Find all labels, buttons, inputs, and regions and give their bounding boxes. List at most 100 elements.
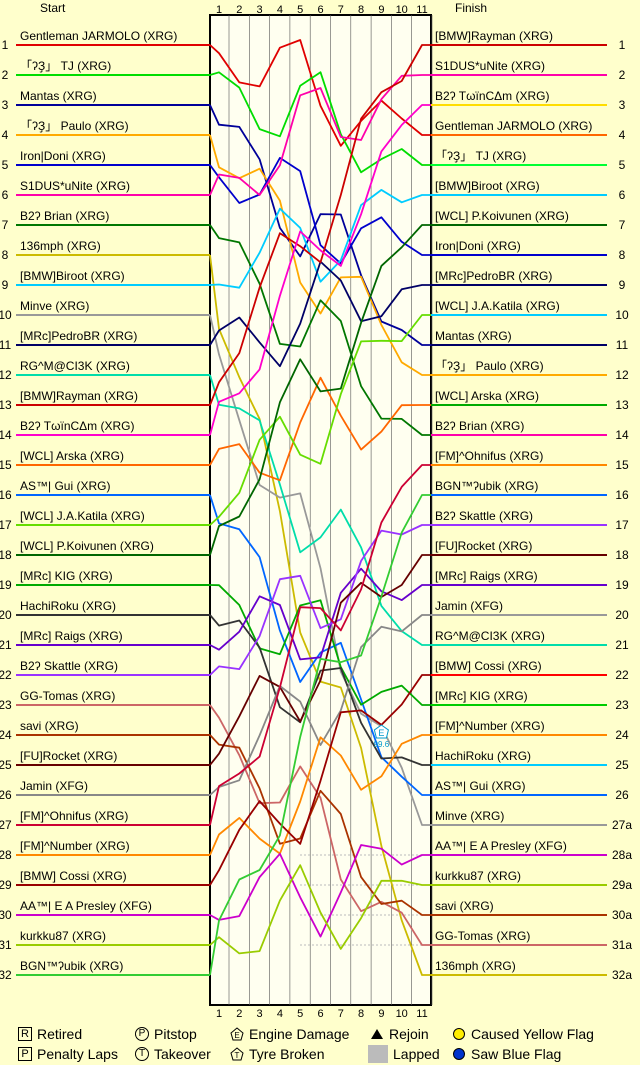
start-position-number: 30 [0, 908, 12, 922]
finish-position-number: 4 [619, 128, 626, 142]
start-position-number: 13 [0, 398, 12, 412]
lap-tick-bottom: 7 [338, 1008, 344, 1020]
finish-header: Finish [455, 1, 488, 15]
lap-tick-top: 4 [277, 4, 283, 16]
lap-tick-bottom: 3 [257, 1008, 263, 1020]
legend-penalty-label: Penalty Laps [37, 1046, 118, 1062]
legend-rejoin-label: Rejoin [389, 1026, 429, 1042]
start-driver-label: 136mph (XRG) [20, 239, 101, 253]
start-position-number: 23 [0, 698, 12, 712]
start-header: Start [40, 1, 66, 15]
legend-penalty: P Penalty Laps [18, 1046, 118, 1062]
finish-driver-label: AS™| Gui (XRG) [435, 779, 525, 793]
legend-blue-label: Saw Blue Flag [471, 1046, 562, 1062]
finish-position-number: 8 [619, 248, 626, 262]
finish-driver-label: AA™| E A Presley (XFG) [435, 839, 567, 853]
start-driver-label: B2ʔ TωїnCΔm (XRG) [20, 419, 135, 433]
finish-position-number: 25 [615, 758, 629, 772]
driver-trace [209, 189, 431, 289]
start-driver-label: [BMW]Biroot (XRG) [20, 269, 125, 283]
driver-trace [209, 44, 431, 406]
driver-trace [209, 494, 431, 796]
finish-driver-label: [FM]^Number (XRG) [435, 719, 545, 733]
driver-trace [209, 314, 431, 526]
yellow-flag-icon [452, 1027, 466, 1041]
lap-tick-top: 6 [317, 4, 323, 16]
lap-tick-bottom: 9 [378, 1008, 384, 1020]
driver-trace [209, 864, 431, 955]
driver-trace [209, 74, 431, 196]
blue-flag-icon [452, 1047, 466, 1061]
legend-takeover-label: Takeover [154, 1046, 211, 1062]
start-position-number: 25 [0, 758, 12, 772]
lapped-icon [368, 1045, 388, 1063]
start-position-number: 15 [0, 458, 12, 472]
finish-position-number: 3 [619, 98, 626, 112]
start-position-number: 9 [2, 278, 9, 292]
svg-text:E: E [234, 1031, 239, 1040]
start-position-number: 6 [2, 188, 9, 202]
legend-blue-flag: Saw Blue Flag [452, 1046, 561, 1062]
lap-tick-bottom: 10 [396, 1008, 408, 1020]
start-position-number: 22 [0, 668, 12, 682]
engine-damage-marker [373, 724, 389, 739]
start-driver-label: [MRc]PedroBR (XRG) [20, 329, 137, 343]
finish-position-number: 29a [612, 878, 632, 892]
legend-rejoin: Rejoin [370, 1026, 429, 1042]
lap-tick-top: 10 [396, 4, 408, 16]
start-driver-label: [FM]^Number (XRG) [20, 839, 130, 853]
finish-position-number: 9 [619, 278, 626, 292]
start-driver-label: B2ʔ Brian (XRG) [20, 209, 109, 223]
start-position-number: 16 [0, 488, 12, 502]
start-driver-label: savi (XRG) [20, 719, 79, 733]
start-driver-label: [MRc] Raigs (XRG) [20, 629, 123, 643]
driver-trace [209, 104, 431, 346]
driver-trace [209, 614, 431, 796]
start-driver-label: HachiRoku (XRG) [20, 599, 116, 613]
start-driver-label: 「ʔҘ」 Paulo (XRG) [20, 119, 129, 133]
finish-driver-label: [MRc]PedroBR (XRG) [435, 269, 552, 283]
legend-lapped: Lapped [368, 1045, 440, 1063]
start-driver-label: AA™| E A Presley (XFG) [20, 899, 152, 913]
start-driver-label: [WCL] J.A.Katila (XRG) [20, 509, 145, 523]
start-driver-label: S1DUS*uNite (XRG) [20, 179, 130, 193]
start-position-number: 8 [2, 248, 9, 262]
finish-position-number: 12 [615, 368, 629, 382]
finish-position-number: 19 [615, 578, 629, 592]
start-driver-label: Gentleman JARMOLO (XRG) [20, 29, 177, 43]
finish-driver-label: 136mph (XRG) [435, 959, 516, 973]
start-driver-label: [MRc] KIG (XRG) [20, 569, 113, 583]
legend-pitstop: P Pitstop [135, 1026, 197, 1042]
finish-position-number: 2 [619, 68, 626, 82]
driver-trace [209, 674, 431, 886]
start-driver-label: [WCL] P.Koivunen (XRG) [20, 539, 154, 553]
finish-driver-label: [WCL] Arska (XRG) [435, 389, 539, 403]
driver-trace [209, 376, 431, 482]
lap-tick-bottom: 8 [358, 1008, 364, 1020]
finish-driver-label: S1DUS*uNite (XRG) [435, 59, 545, 73]
finish-driver-label: kurkku87 (XRG) [435, 869, 521, 883]
penalty-icon: P [18, 1047, 32, 1061]
plot-frame [209, 14, 432, 1006]
rejoin-icon [370, 1027, 384, 1041]
start-position-number: 17 [0, 518, 12, 532]
finish-driver-label: B2ʔ Skattle (XRG) [435, 509, 533, 523]
lap-tick-bottom: 1 [216, 1008, 222, 1020]
takeover-icon: T [135, 1047, 149, 1061]
finish-position-number: 5 [619, 158, 626, 172]
legend-takeover: T Takeover [135, 1046, 211, 1062]
driver-trace [209, 224, 431, 436]
start-driver-label: 「ʔҘ」 TJ (XRG) [20, 59, 111, 73]
driver-trace [209, 734, 431, 856]
legend-lapped-label: Lapped [393, 1046, 440, 1062]
driver-trace [209, 39, 431, 147]
lap-tick-top: 2 [236, 4, 242, 16]
finish-driver-label: [FU]Rocket (XRG) [435, 539, 532, 553]
lap-tick-bottom: 11 [416, 1008, 427, 1020]
driver-trace [209, 584, 431, 706]
legend-engine: E Engine Damage [230, 1026, 349, 1042]
finish-position-number: 17 [615, 518, 629, 532]
lap-tick-top: 8 [358, 4, 364, 16]
lap-tick-top: 11 [416, 4, 427, 16]
